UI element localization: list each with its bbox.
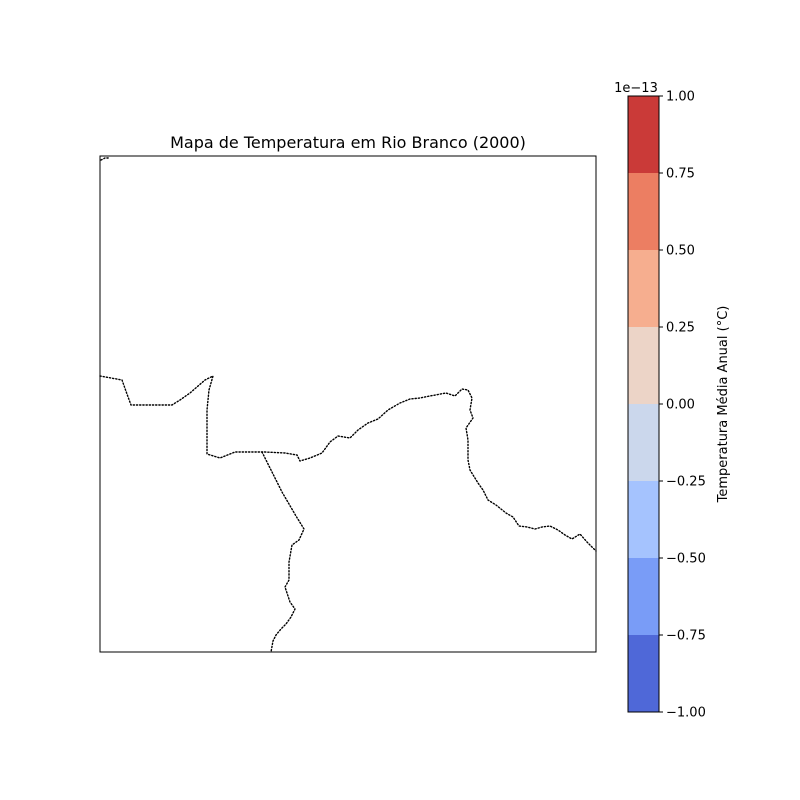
colorbar-tick-label: 0.50 <box>666 244 695 259</box>
map-frame <box>99 155 597 653</box>
state-border-south <box>261 451 305 653</box>
colorbar-band <box>628 635 659 712</box>
colorbar-band <box>628 481 659 558</box>
colorbar-tick-label: 0.25 <box>666 321 695 336</box>
state-border-north <box>99 375 597 552</box>
colorbar-band <box>628 250 659 327</box>
colorbar-label: Temperatura Média Anual (°C) <box>716 306 731 504</box>
colorbar-band <box>628 327 659 404</box>
colorbar-tick-label: −1.00 <box>666 706 706 721</box>
colorbar-band <box>628 558 659 635</box>
colorbar-exponent: 1e−13 <box>614 81 658 96</box>
colorbar-tick-label: 0.00 <box>666 398 695 413</box>
map-borders <box>99 157 597 653</box>
colorbar: −1.00 −0.75 −0.50 −0.25 0.00 0.25 0.50 0.75 1.00… <box>614 81 731 721</box>
map-panel <box>99 155 597 653</box>
colorbar-tick-label: −0.50 <box>666 552 706 567</box>
state-border-west <box>100 157 111 161</box>
colorbar-ticks: −1.00 −0.75 −0.50 −0.25 0.00 0.25 0.50 0.75 1.00 <box>659 90 706 721</box>
colorbar-tick-label: −0.75 <box>666 629 706 644</box>
colorbar-band <box>628 173 659 250</box>
colorbar-band <box>628 404 659 481</box>
colorbar-tick-label: −0.25 <box>666 475 706 490</box>
map-area <box>100 156 596 652</box>
map-title: Mapa de Temperatura em Rio Branco (2000) <box>170 133 526 152</box>
colorbar-bands <box>628 96 659 712</box>
colorbar-band <box>628 96 659 173</box>
colorbar-tick-label: 0.75 <box>666 167 695 182</box>
colorbar-tick-label: 1.00 <box>666 90 695 105</box>
